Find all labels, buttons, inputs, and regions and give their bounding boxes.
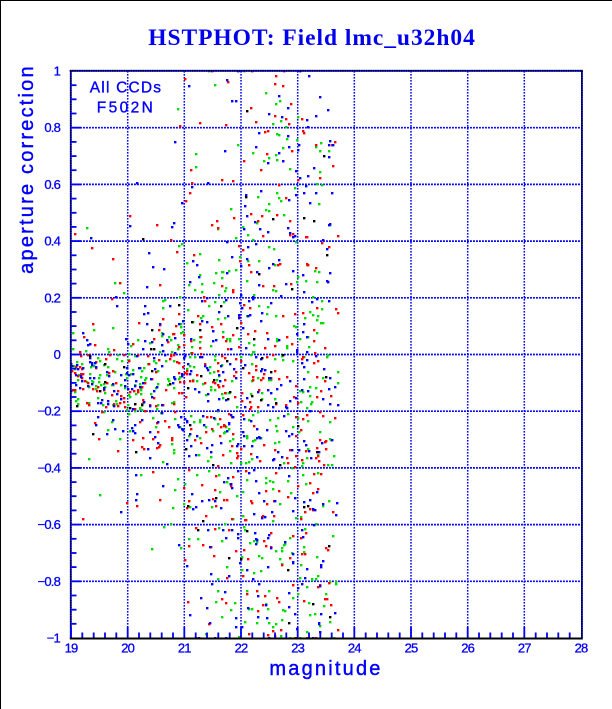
svg-text:−1: −1: [47, 631, 61, 646]
svg-text:19: 19: [65, 641, 78, 656]
svg-text:HSTPHOT: Field lmc_u32h04: HSTPHOT: Field lmc_u32h04: [148, 25, 476, 51]
svg-text:27: 27: [518, 641, 531, 656]
svg-text:22: 22: [235, 641, 248, 656]
svg-text:0.4: 0.4: [44, 234, 60, 249]
svg-text:−0.6: −0.6: [38, 517, 61, 532]
svg-text:0.2: 0.2: [44, 290, 60, 305]
svg-text:26: 26: [461, 641, 474, 656]
svg-text:1: 1: [54, 64, 61, 79]
svg-text:0: 0: [54, 347, 61, 362]
svg-text:21: 21: [178, 641, 191, 656]
svg-text:aperture correction: aperture correction: [16, 64, 38, 274]
svg-text:F502N: F502N: [97, 100, 156, 117]
svg-text:−0.8: −0.8: [38, 574, 61, 589]
svg-text:25: 25: [405, 641, 418, 656]
svg-text:0.6: 0.6: [44, 177, 60, 192]
svg-text:24: 24: [348, 641, 361, 656]
svg-text:23: 23: [291, 641, 304, 656]
svg-text:28: 28: [575, 641, 588, 656]
svg-text:−0.2: −0.2: [38, 404, 61, 419]
svg-text:20: 20: [121, 641, 134, 656]
svg-text:All CCDs: All CCDs: [90, 80, 162, 97]
svg-text:0.8: 0.8: [44, 120, 60, 135]
svg-text:−0.4: −0.4: [38, 460, 61, 475]
svg-text:magnitude: magnitude: [269, 658, 382, 680]
